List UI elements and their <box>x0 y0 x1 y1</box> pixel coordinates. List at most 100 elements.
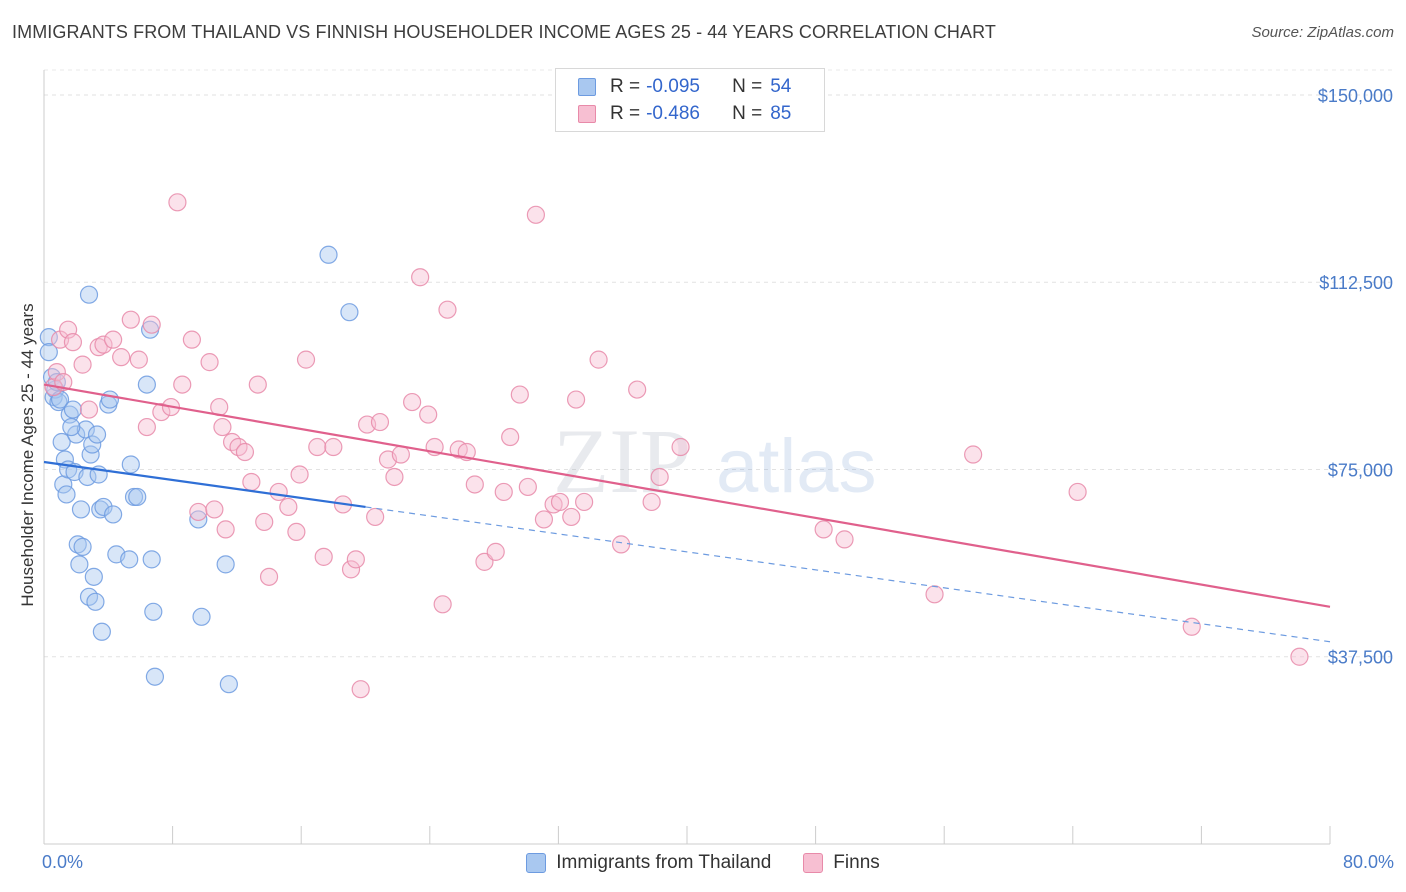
point-thailand-34 <box>100 390 120 409</box>
x-tick-label-min: 0.0% <box>42 852 84 872</box>
x-tick-label-max: 80.0% <box>1342 852 1394 872</box>
point-finns-23 <box>205 500 224 519</box>
point-finns-34 <box>269 482 288 502</box>
point-finns-77 <box>642 492 661 512</box>
point-finns-15 <box>142 315 161 334</box>
point-thailand-48 <box>216 555 235 574</box>
point-thailand-49 <box>219 675 238 694</box>
trend-extension-thailand <box>365 506 1331 643</box>
point-thailand-38 <box>121 455 140 474</box>
point-thailand-40 <box>128 487 147 507</box>
point-finns-6 <box>73 355 92 374</box>
point-finns-39 <box>308 437 327 457</box>
point-finns-8 <box>89 338 108 357</box>
point-thailand-18 <box>70 555 89 574</box>
point-thailand-50 <box>79 285 99 304</box>
source-label: Source: ZipAtlas.com <box>1251 24 1394 41</box>
trend-line-thailand <box>43 460 366 509</box>
point-finns-41 <box>324 437 343 457</box>
point-finns-53 <box>411 268 430 287</box>
point-finns-40 <box>314 547 333 566</box>
point-thailand-20 <box>73 537 92 556</box>
point-finns-66 <box>518 477 537 497</box>
point-finns-71 <box>562 507 581 527</box>
point-thailand-11 <box>57 485 76 504</box>
point-finns-76 <box>628 380 647 399</box>
legend-swatch-finns <box>578 105 596 123</box>
point-thailand-35 <box>104 505 123 524</box>
point-finns-73 <box>575 492 594 512</box>
series-swatch-finns <box>803 853 824 873</box>
point-finns-52 <box>403 392 422 412</box>
point-thailand-28 <box>87 425 107 444</box>
watermark: ZIP atlas <box>553 410 877 512</box>
point-finns-67 <box>526 205 545 224</box>
correlation-legend: R = -0.095 N = 54 R = -0.486 N = 85 <box>555 68 825 132</box>
point-finns-74 <box>589 350 608 369</box>
point-finns-13 <box>129 350 148 369</box>
legend-r-label: R = <box>610 103 641 124</box>
point-thailand-8 <box>52 432 71 452</box>
point-thailand-41 <box>137 375 156 394</box>
point-finns-18 <box>168 193 187 212</box>
point-finns-62 <box>486 542 505 561</box>
legend-r-value: -0.095 <box>646 76 700 97</box>
point-finns-35 <box>279 497 298 517</box>
legend-row-finns: R = -0.486 N = 85 <box>578 101 791 127</box>
point-finns-16 <box>152 402 171 422</box>
point-thailand-45 <box>145 667 165 686</box>
point-thailand-31 <box>92 622 111 641</box>
legend-n-label: N = <box>732 76 763 97</box>
point-thailand-21 <box>76 420 95 439</box>
watermark-atlas: atlas <box>716 424 877 509</box>
point-finns-82 <box>925 585 944 604</box>
point-thailand-17 <box>68 535 87 554</box>
grid-lines <box>44 69 1392 658</box>
legend-n-label: N = <box>732 103 763 124</box>
point-finns-51 <box>391 445 410 464</box>
point-finns-54 <box>419 405 438 424</box>
point-finns-32 <box>255 512 274 532</box>
point-thailand-44 <box>144 602 163 621</box>
series-legend-item-thailand: Immigrants from Thailand <box>526 852 771 874</box>
point-thailand-53 <box>62 417 81 437</box>
point-finns-33 <box>259 567 279 586</box>
point-finns-1 <box>47 363 66 382</box>
point-finns-37 <box>290 465 309 484</box>
point-finns-20 <box>182 330 201 349</box>
legend-r-label: R = <box>610 76 641 97</box>
point-finns-36 <box>287 522 306 542</box>
axes <box>43 70 1331 845</box>
point-finns-44 <box>346 550 365 569</box>
series-label-thailand: Immigrants from Thailand <box>556 852 772 873</box>
legend-r-value: -0.486 <box>646 103 700 124</box>
legend-row-thailand: R = -0.095 N = 54 <box>578 74 791 100</box>
point-finns-78 <box>650 467 669 487</box>
chart-title: IMMIGRANTS FROM THAILAND VS FINNISH HOUS… <box>12 22 996 42</box>
legend-n-value: 54 <box>770 76 792 97</box>
point-thailand-37 <box>120 550 139 569</box>
series-legend: Immigrants from Thailand Finns <box>0 852 1406 874</box>
point-thailand-19 <box>71 500 91 519</box>
point-finns-64 <box>501 427 520 447</box>
point-thailand-14 <box>63 400 83 419</box>
y-tick-labels: $37,500 $75,000 $112,500 $150,000 <box>1318 86 1393 668</box>
point-thailand-32 <box>94 497 113 517</box>
point-thailand-47 <box>192 607 211 626</box>
point-finns-86 <box>1290 647 1309 666</box>
point-finns-83 <box>964 445 983 464</box>
point-thailand-0 <box>39 328 58 347</box>
point-finns-60 <box>465 475 484 494</box>
point-finns-68 <box>534 510 554 529</box>
point-finns-79 <box>671 437 690 457</box>
point-finns-72 <box>566 390 586 409</box>
y-axis-label: Householder Income Ages 25 - 44 years <box>18 303 37 606</box>
point-finns-47 <box>366 507 385 527</box>
series-swatch-thailand <box>526 853 547 873</box>
point-finns-29 <box>235 442 255 462</box>
point-finns-26 <box>216 520 235 539</box>
point-finns-10 <box>104 330 123 349</box>
point-thailand-25 <box>83 435 102 454</box>
point-thailand-51 <box>319 245 338 264</box>
